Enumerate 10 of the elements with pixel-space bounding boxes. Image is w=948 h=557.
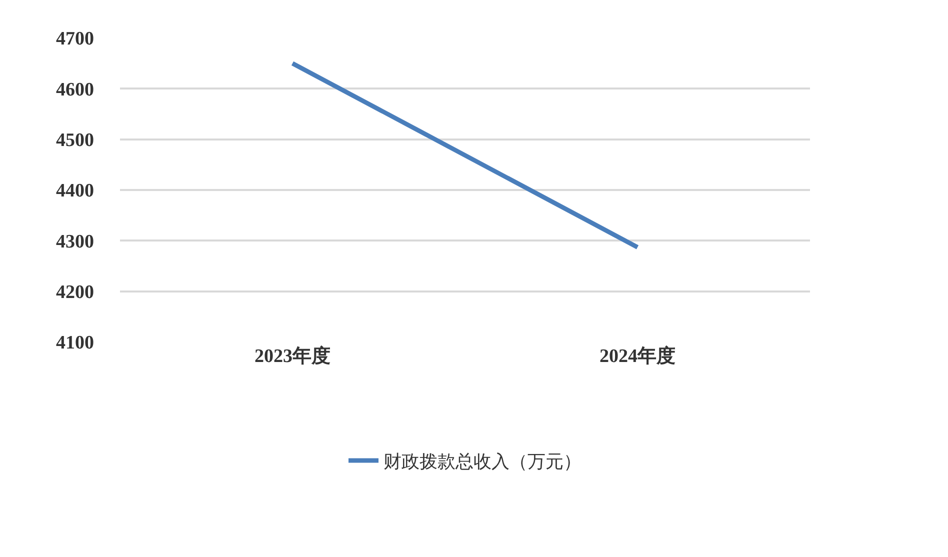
y-tick-label: 4100 (56, 332, 94, 354)
y-tick-label: 4700 (56, 28, 94, 50)
y-tick-label: 4600 (56, 79, 94, 100)
y-tick-label: 4300 (56, 231, 94, 252)
y-tick-label: 4200 (56, 282, 94, 303)
y-tick-label: 4400 (56, 180, 94, 202)
y-tick-label: 4500 (56, 130, 94, 151)
x-tick-label: 2024年度 (600, 345, 676, 367)
legend-label: 财政拨款总收入（万元） (384, 452, 582, 472)
x-tick-label: 2023年度 (254, 345, 330, 367)
